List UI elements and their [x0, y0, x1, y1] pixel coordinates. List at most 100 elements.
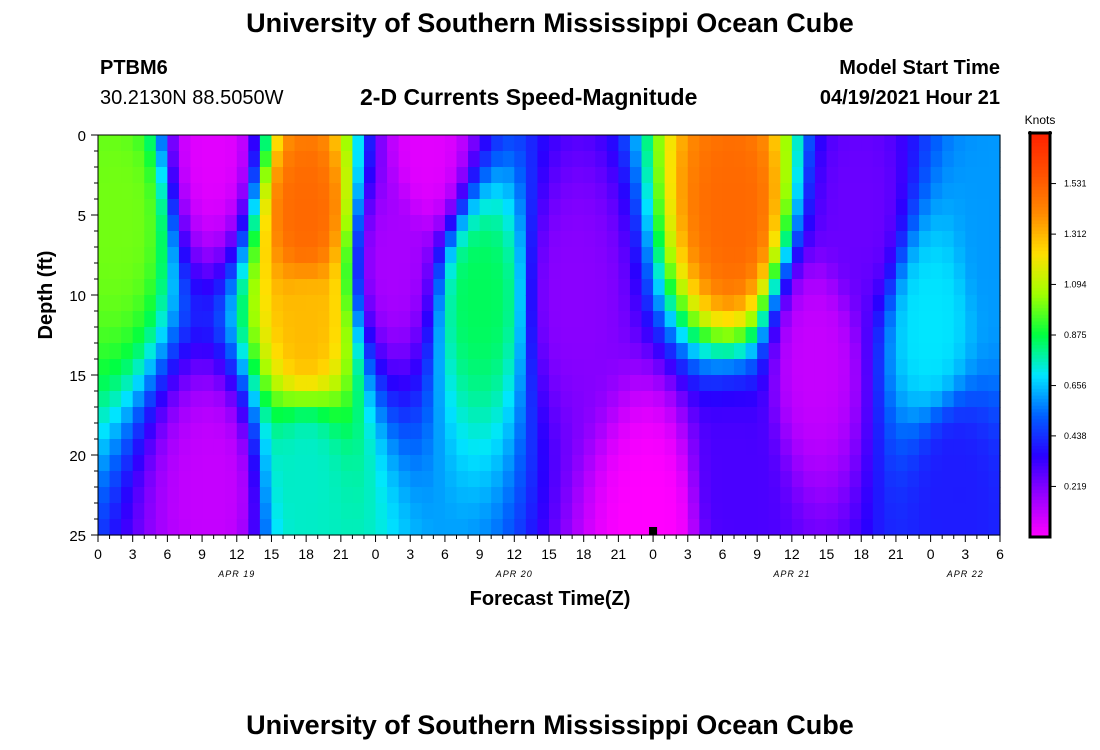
heatmap-cell [283, 263, 296, 280]
heatmap-cell [745, 487, 758, 504]
heatmap-cell [606, 487, 619, 504]
heatmap-cell [433, 391, 446, 408]
heatmap-cell [710, 327, 724, 344]
heatmap-cell [710, 151, 724, 168]
heatmap-cell [271, 519, 284, 536]
heatmap-cell [456, 215, 469, 232]
heatmap-cell [421, 423, 434, 440]
heatmap-cell [537, 375, 550, 392]
heatmap-cell [375, 311, 388, 328]
heatmap-cell [514, 471, 527, 488]
heatmap-cell [722, 439, 735, 456]
heatmap-cell [838, 151, 851, 168]
heatmap-cell [734, 487, 747, 504]
heatmap-cell [444, 407, 458, 424]
heatmap-cell [317, 279, 330, 296]
heatmap-cell [398, 407, 411, 424]
heatmap-cell [537, 279, 550, 296]
heatmap-cell [710, 247, 724, 264]
heatmap-cell [213, 167, 226, 184]
heatmap-cell [502, 343, 515, 360]
heatmap-cell [780, 327, 793, 344]
heatmap-cell [144, 199, 157, 216]
heatmap-cell [734, 327, 747, 344]
heatmap-cell [178, 375, 192, 392]
heatmap-cell [606, 471, 619, 488]
heatmap-cell [225, 247, 238, 264]
heatmap-cell [132, 487, 145, 504]
heatmap-cell [121, 327, 134, 344]
heatmap-cell [248, 359, 261, 376]
heatmap-cell [248, 263, 261, 280]
heatmap-cell [537, 359, 550, 376]
heatmap-cell [410, 135, 423, 152]
heatmap-cell [734, 151, 747, 168]
heatmap-cell [387, 263, 400, 280]
heatmap-cell [861, 343, 874, 360]
heatmap-cell [629, 295, 643, 312]
heatmap-cell [410, 311, 423, 328]
heatmap-cell [930, 247, 943, 264]
heatmap-cell [398, 519, 411, 536]
heatmap-cell [525, 231, 539, 248]
heatmap-cell [306, 343, 319, 360]
heatmap-cell [271, 135, 284, 152]
heatmap-cell [468, 407, 481, 424]
heatmap-cell [641, 487, 654, 504]
heatmap-cell [976, 199, 990, 216]
heatmap-cell [433, 263, 446, 280]
heatmap-cell [155, 359, 168, 376]
heatmap-cell [155, 199, 168, 216]
colorbar-segment [1030, 459, 1050, 464]
heatmap-cell [976, 135, 990, 152]
heatmap-cell [757, 215, 770, 232]
heatmap-cell [236, 183, 249, 200]
heatmap-cell [491, 455, 504, 472]
colorbar-segment [1030, 146, 1050, 151]
colorbar-segment [1030, 254, 1050, 259]
heatmap-cell [479, 455, 492, 472]
heatmap-cell [907, 263, 920, 280]
heatmap-cell [838, 295, 851, 312]
heatmap-cell [98, 199, 111, 216]
heatmap-cell [814, 327, 828, 344]
heatmap-cell [387, 151, 400, 168]
heatmap-cell [479, 231, 492, 248]
heatmap-cell [444, 167, 458, 184]
heatmap-cell [283, 231, 296, 248]
heatmap-cell [155, 279, 168, 296]
heatmap-cell [514, 359, 527, 376]
heatmap-cell [791, 391, 805, 408]
heatmap-cell [225, 455, 238, 472]
heatmap-cell [549, 231, 562, 248]
heatmap-cell [849, 263, 862, 280]
heatmap-cell [826, 519, 839, 536]
heatmap-cell [421, 167, 434, 184]
heatmap-cell [618, 359, 631, 376]
heatmap-cell [456, 231, 469, 248]
colorbar-segment [1030, 503, 1050, 508]
heatmap-cell [722, 487, 735, 504]
heatmap-cell [363, 519, 377, 536]
heatmap-cell [132, 231, 145, 248]
heatmap-cell [583, 215, 596, 232]
heatmap-cell [248, 199, 261, 216]
heatmap-cell [248, 343, 261, 360]
heatmap-cell [780, 423, 793, 440]
heatmap-cell [433, 423, 446, 440]
heatmap-cell [317, 215, 330, 232]
heatmap-cell [734, 519, 747, 536]
heatmap-cell [259, 343, 273, 360]
heatmap-cell [421, 279, 434, 296]
heatmap-cell [722, 215, 735, 232]
heatmap-cell [768, 135, 781, 152]
heatmap-cell [664, 167, 677, 184]
heatmap-cell [814, 151, 828, 168]
heatmap-cell [618, 151, 631, 168]
heatmap-cell [155, 215, 168, 232]
heatmap-cell [178, 439, 192, 456]
heatmap-cell [745, 359, 758, 376]
heatmap-cell [988, 455, 1001, 472]
heatmap-cell [872, 263, 885, 280]
heatmap-cell [849, 183, 862, 200]
